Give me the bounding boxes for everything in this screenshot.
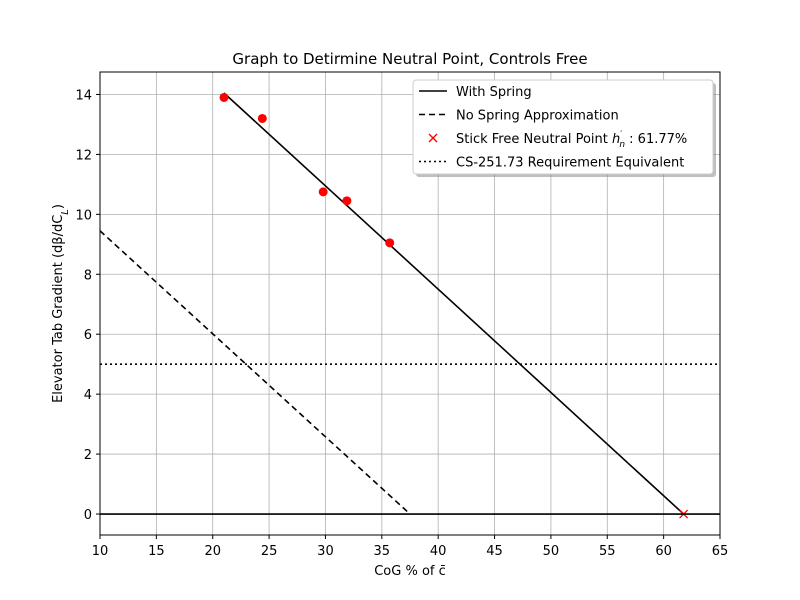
x-tick-label: 40 [430, 544, 447, 559]
y-tick-label: 10 [75, 208, 92, 223]
y-tick-label: 12 [75, 148, 92, 163]
data-point [342, 196, 352, 206]
legend-label: No Spring Approximation [456, 109, 619, 124]
y-tick-label: 2 [84, 448, 92, 463]
y-tick-label: 6 [84, 328, 92, 343]
data-point [318, 187, 328, 197]
x-tick-label: 50 [543, 544, 560, 559]
legend-box [412, 79, 714, 175]
data-point [219, 92, 229, 102]
x-tick-label: 25 [261, 544, 278, 559]
legend-marker [428, 133, 438, 143]
series-line-0 [223, 92, 685, 515]
legend: With Spring No Spring Approximation Stick … [412, 79, 716, 177]
y-tick-label: 8 [84, 268, 92, 283]
x-tick-label: 30 [317, 544, 334, 559]
legend-label: CS-251.73 Requirement Equivalent [456, 156, 684, 171]
data-point [257, 113, 267, 123]
x-tick-label: 55 [599, 544, 616, 559]
x-axis-label: CoG % of c̄ [374, 564, 446, 579]
legend-label: With Spring [456, 85, 532, 100]
x-tick-label: 45 [486, 544, 503, 559]
x-tick-label: 60 [655, 544, 672, 559]
axes-frame [99, 71, 721, 536]
legend-label: Stick Free Neutral Point h′ n : 61.77% [456, 130, 687, 150]
data-point [385, 238, 395, 248]
x-tick-label: 35 [374, 544, 391, 559]
axis-ticks: 10 15 20 25 30 35 40 45 50 55 60 65 0 2 4 6 8 10 12 14 [75, 88, 728, 559]
y-axis-label: Elevator Tab Gradient (dβ/dCL) [51, 204, 71, 403]
x-tick-label: 10 [92, 544, 109, 559]
y-tick-label: 4 [84, 388, 92, 403]
chart-title: Graph to Detirmine Neutral Point, Contro… [232, 50, 587, 68]
x-tick-label: 20 [204, 544, 221, 559]
x-tick-label: 15 [148, 544, 165, 559]
x-tick-label: 65 [712, 544, 729, 559]
y-tick-label: 14 [75, 88, 92, 103]
y-tick-label: 0 [84, 508, 92, 523]
plot-area [100, 92, 720, 519]
series-line-1 [100, 230, 411, 515]
